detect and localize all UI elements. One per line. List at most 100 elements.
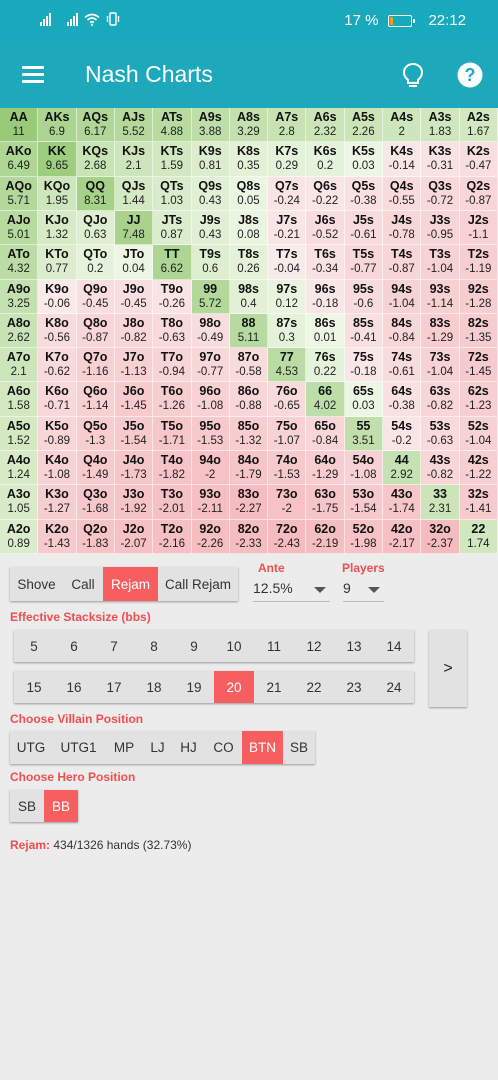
hand-cell[interactable]: 64s -0.38 bbox=[383, 382, 422, 417]
hand-cell[interactable]: J8s 0.08 bbox=[229, 210, 269, 246]
hand-cell[interactable]: J9s 0.43 bbox=[191, 210, 230, 246]
hand-cell[interactable]: 98o -0.49 bbox=[191, 313, 230, 349]
action-call-button[interactable]: Call bbox=[71, 576, 95, 592]
hand-cell[interactable]: 53s -0.63 bbox=[421, 416, 460, 452]
hand-cell[interactable]: T9s 0.6 bbox=[191, 245, 230, 280]
hand-cell[interactable]: J5o -1.54 bbox=[114, 416, 154, 452]
hand-cell[interactable]: A5s 2.26 bbox=[344, 108, 384, 143]
stacksize-14-button[interactable]: 14 bbox=[386, 638, 402, 654]
hand-cell[interactable]: 64o -1.29 bbox=[306, 451, 345, 486]
hand-cell[interactable]: 94o -2 bbox=[191, 451, 230, 486]
hand-cell[interactable]: A3s 1.83 bbox=[421, 108, 460, 143]
hand-cell[interactable]: 96o -1.08 bbox=[191, 382, 230, 417]
hand-cell[interactable]: 52o -1.98 bbox=[344, 519, 384, 554]
hand-cell[interactable]: T3s -1.04 bbox=[421, 245, 460, 280]
hand-cell[interactable]: 32o -2.37 bbox=[421, 519, 460, 554]
hand-cell[interactable]: Q5s -0.38 bbox=[344, 176, 384, 211]
hand-cell[interactable]: A2s 1.67 bbox=[459, 108, 498, 143]
hand-cell[interactable]: K6o -0.71 bbox=[38, 382, 77, 417]
villain-mp-button[interactable]: MP bbox=[113, 740, 135, 755]
villain-co-button[interactable]: CO bbox=[213, 740, 234, 755]
hand-cell[interactable]: 74s -0.61 bbox=[383, 348, 422, 383]
hand-cell[interactable]: 42o -2.17 bbox=[383, 519, 422, 554]
hand-cell[interactable]: 65o -0.84 bbox=[306, 416, 345, 452]
villain-btn-button[interactable]: BTN bbox=[242, 731, 283, 764]
hand-cell[interactable]: 72o -2.43 bbox=[268, 519, 307, 554]
hand-cell[interactable]: 87s 0.3 bbox=[268, 313, 307, 349]
hand-cell[interactable]: T7o -0.94 bbox=[153, 348, 192, 383]
hand-cell[interactable]: K7s 0.29 bbox=[268, 142, 307, 177]
hand-cell[interactable]: K9o -0.06 bbox=[38, 279, 77, 314]
stacksize-6-button[interactable]: 6 bbox=[70, 638, 78, 654]
hand-cell[interactable]: 63s -0.82 bbox=[421, 382, 460, 417]
hand-cell[interactable]: KK 9.65 bbox=[38, 142, 77, 177]
hand-cell[interactable]: 86o -0.88 bbox=[229, 382, 269, 417]
hero-sb-button[interactable]: SB bbox=[17, 798, 36, 814]
hand-cell[interactable]: Q6s -0.22 bbox=[306, 176, 345, 211]
hand-cell[interactable]: Q3o -1.68 bbox=[76, 485, 115, 520]
hand-cell[interactable]: 65s 0.03 bbox=[344, 382, 384, 417]
hand-cell[interactable]: QJo 0.63 bbox=[76, 210, 115, 246]
hand-cell[interactable]: 96s -0.18 bbox=[306, 279, 345, 314]
hand-cell[interactable]: 82o -2.33 bbox=[229, 519, 269, 554]
hand-cell[interactable]: 83o -2.27 bbox=[229, 485, 269, 520]
hand-cell[interactable]: 87o -0.58 bbox=[229, 348, 269, 383]
hand-cell[interactable]: J7o -1.13 bbox=[114, 348, 154, 383]
hand-cell[interactable]: J2o -2.07 bbox=[114, 519, 154, 554]
hand-cell[interactable]: QTs 1.03 bbox=[153, 176, 192, 211]
hand-cell[interactable]: ATs 4.88 bbox=[153, 108, 192, 143]
hand-cell[interactable]: T3o -2.01 bbox=[153, 485, 192, 520]
hand-cell[interactable]: 73s -1.04 bbox=[421, 348, 460, 383]
hand-cell[interactable]: TT 6.62 bbox=[153, 245, 192, 280]
action-rejam-button[interactable]: Rejam bbox=[103, 567, 158, 601]
hand-cell[interactable]: J3s -0.95 bbox=[421, 210, 460, 246]
stacksize-24-button[interactable]: 24 bbox=[386, 679, 402, 695]
hand-cell[interactable]: JTo 0.04 bbox=[114, 245, 154, 280]
stacksize-19-button[interactable]: 19 bbox=[186, 679, 202, 695]
action-shove-button[interactable]: Shove bbox=[17, 576, 56, 592]
hand-cell[interactable]: 85s -0.41 bbox=[344, 313, 384, 349]
hand-cell[interactable]: K8o -0.56 bbox=[38, 313, 77, 349]
hand-cell[interactable]: 76o -0.65 bbox=[268, 382, 307, 417]
hand-cell[interactable]: Q8s 0.05 bbox=[229, 176, 269, 211]
hand-cell[interactable]: K4s -0.14 bbox=[383, 142, 422, 177]
hand-cell[interactable]: 84s -0.84 bbox=[383, 313, 422, 349]
hand-cell[interactable]: 85o -1.32 bbox=[229, 416, 269, 452]
hand-cell[interactable]: AQs 6.17 bbox=[76, 108, 115, 143]
hand-cell[interactable]: T2s -1.19 bbox=[459, 245, 498, 280]
villain-hj-button[interactable]: HJ bbox=[180, 740, 197, 755]
hand-cell[interactable]: A5o 1.52 bbox=[0, 416, 39, 452]
hand-cell[interactable]: J7s -0.21 bbox=[268, 210, 307, 246]
hand-cell[interactable]: A9s 3.88 bbox=[191, 108, 230, 143]
stacksize-21-button[interactable]: 21 bbox=[266, 679, 282, 695]
hand-cell[interactable]: K2o -1.43 bbox=[38, 519, 77, 554]
hand-cell[interactable]: 54s -0.2 bbox=[383, 416, 422, 452]
hand-cell[interactable]: KTs 1.59 bbox=[153, 142, 192, 177]
hand-cell[interactable]: T8o -0.63 bbox=[153, 313, 192, 349]
hand-cell[interactable]: 94s -1.04 bbox=[383, 279, 422, 314]
hand-cell[interactable]: 32s -1.41 bbox=[459, 485, 498, 520]
hand-cell[interactable]: K7o -0.62 bbox=[38, 348, 77, 383]
hand-cell[interactable]: AA 11 bbox=[0, 108, 39, 143]
hand-cell[interactable]: 33 2.31 bbox=[421, 485, 460, 520]
stacksize-7-button[interactable]: 7 bbox=[110, 638, 118, 654]
stacksize-10-button[interactable]: 10 bbox=[226, 638, 242, 654]
hand-cell[interactable]: K8s 0.35 bbox=[229, 142, 269, 177]
hand-cell[interactable]: 62o -2.19 bbox=[306, 519, 345, 554]
hand-cell[interactable]: 44 2.92 bbox=[383, 451, 422, 486]
hand-cell[interactable]: QTo 0.2 bbox=[76, 245, 115, 280]
hand-cell[interactable]: T9o -0.26 bbox=[153, 279, 192, 314]
hand-cell[interactable]: K5s 0.03 bbox=[344, 142, 384, 177]
hand-cell[interactable]: A7s 2.8 bbox=[268, 108, 307, 143]
hand-cell[interactable]: 77 4.53 bbox=[268, 348, 307, 383]
hand-cell[interactable]: 74o -1.53 bbox=[268, 451, 307, 486]
hand-cell[interactable]: A8o 2.62 bbox=[0, 313, 39, 349]
hand-cell[interactable]: 54o -1.08 bbox=[344, 451, 384, 486]
hand-cell[interactable]: Q9s 0.43 bbox=[191, 176, 230, 211]
stacksize-17-button[interactable]: 17 bbox=[106, 679, 122, 695]
hand-cell[interactable]: JJ 7.48 bbox=[114, 210, 154, 246]
hand-cell[interactable]: 73o -2 bbox=[268, 485, 307, 520]
hand-cell[interactable]: A2o 0.89 bbox=[0, 519, 39, 554]
hand-cell[interactable]: A4s 2 bbox=[383, 108, 422, 143]
stacksize-22-button[interactable]: 22 bbox=[306, 679, 322, 695]
